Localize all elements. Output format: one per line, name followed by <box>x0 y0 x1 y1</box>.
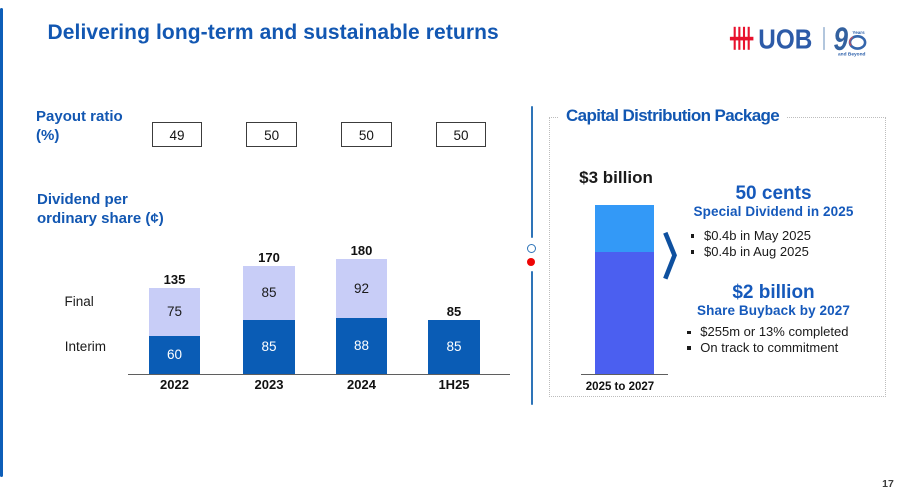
bullet-text: $0.4b in May 2025 <box>703 227 811 243</box>
bullet-square-icon <box>687 330 691 335</box>
beyond-label: and Beyond <box>838 51 866 57</box>
section-divider-top <box>530 106 534 238</box>
bar-category-label: 1H25 <box>438 377 470 392</box>
bar-category-label: 2022 <box>160 377 189 392</box>
years-label: Years <box>852 30 865 35</box>
final-bar-segment: 85 <box>243 265 295 320</box>
bullet-text: $0.4b in Aug 2025 <box>703 243 809 259</box>
bar-total-label: 170 <box>258 249 280 265</box>
payout-ratio-box: 50 <box>435 122 487 148</box>
bullet-square-icon <box>687 346 691 351</box>
interim-bar-segment: 60 <box>148 335 201 374</box>
payout-ratio-label-line1: Payout ratio <box>36 108 123 125</box>
dividend-label-line1: Dividend per <box>37 191 128 209</box>
capital-bar-dividend-segment <box>595 205 654 252</box>
dividend-chart-axis <box>128 373 510 375</box>
dividend-label: Dividend per ordinary share (¢) <box>37 190 164 228</box>
slide-title: Delivering long-term and sustainable ret… <box>47 20 499 44</box>
payout-ratio-label-line2: (%) <box>36 127 60 144</box>
final-bar-segment: 92 <box>335 259 388 318</box>
interim-series-label: Interim <box>64 338 107 354</box>
final-series-label: Final <box>64 294 94 309</box>
bar-category-label: 2023 <box>254 377 284 392</box>
buyback-headline: $2 billion <box>732 281 815 303</box>
final-bar-segment: 75 <box>148 287 201 336</box>
divider-red-dot-icon <box>527 258 535 267</box>
bullet-square-icon <box>690 249 695 254</box>
capital-bar-buyback-segment <box>595 252 654 374</box>
interim-bar-segment: 88 <box>335 317 388 374</box>
interim-bar-segment: 85 <box>243 319 295 374</box>
dividend-label-line2: ordinary share (¢) <box>37 210 164 228</box>
ninety-zero-ring-icon <box>848 35 867 50</box>
special-dividend-headline: 50 cents <box>735 183 812 204</box>
special-dividend-subhead: Special Dividend in 2025 <box>693 204 854 219</box>
buyback-subhead: Share Buyback by 2027 <box>697 303 850 318</box>
bullet-text: $255m or 13% completed <box>700 324 849 340</box>
section-divider-bottom <box>530 271 534 405</box>
bullet-item: $0.4b in Aug 2025 <box>690 243 811 260</box>
ninety-years-badge: 9 Years and Beyond <box>834 24 867 57</box>
bullet-text: On track to commitment <box>700 340 839 356</box>
brace-stroke <box>663 231 677 280</box>
payout-ratio-box: 50 <box>246 122 297 148</box>
capital-bar-baseline <box>580 373 668 375</box>
divider-open-circle-icon <box>526 244 536 253</box>
buyback-bullets: $255m or 13% completed On track to commit… <box>687 324 848 356</box>
bullet-square-icon <box>690 234 695 238</box>
interim-bar-segment: 85 <box>428 319 480 374</box>
bar-total-label: 135 <box>163 271 186 287</box>
payout-ratio-box: 50 <box>341 122 392 148</box>
uob-symbol-icon <box>729 26 754 50</box>
ninety-zero-red-swirl-icon <box>849 36 854 46</box>
page-number: 17 <box>882 478 894 491</box>
capital-package-title: Capital Distribution Package <box>559 106 787 124</box>
bar-total-label: 180 <box>350 243 373 259</box>
bar-category-label: 2024 <box>347 377 376 392</box>
brace-icon <box>663 231 677 280</box>
payout-ratio-label: Payout ratio (%) <box>36 107 123 145</box>
bullet-item: On track to commitment <box>687 340 848 356</box>
capital-bar-xlabel: 2025 to 2027 <box>585 381 655 393</box>
capital-bar-total-label: $3 billion <box>579 168 653 187</box>
uob-logo-text: UOB <box>758 24 812 54</box>
left-accent-line <box>0 8 3 477</box>
bullet-item: $0.4b in May 2025 <box>690 227 811 244</box>
ninety-number-first-digit: 9 <box>834 24 849 57</box>
bar-total-label: 85 <box>446 303 462 319</box>
bullet-item: $255m or 13% completed <box>687 324 848 340</box>
payout-ratio-box: 49 <box>151 122 203 148</box>
uob-logo: UOB 9 Years and Beyond <box>729 24 867 57</box>
special-dividend-bullets: $0.4b in May 2025 $0.4b in Aug 2025 <box>690 227 811 260</box>
